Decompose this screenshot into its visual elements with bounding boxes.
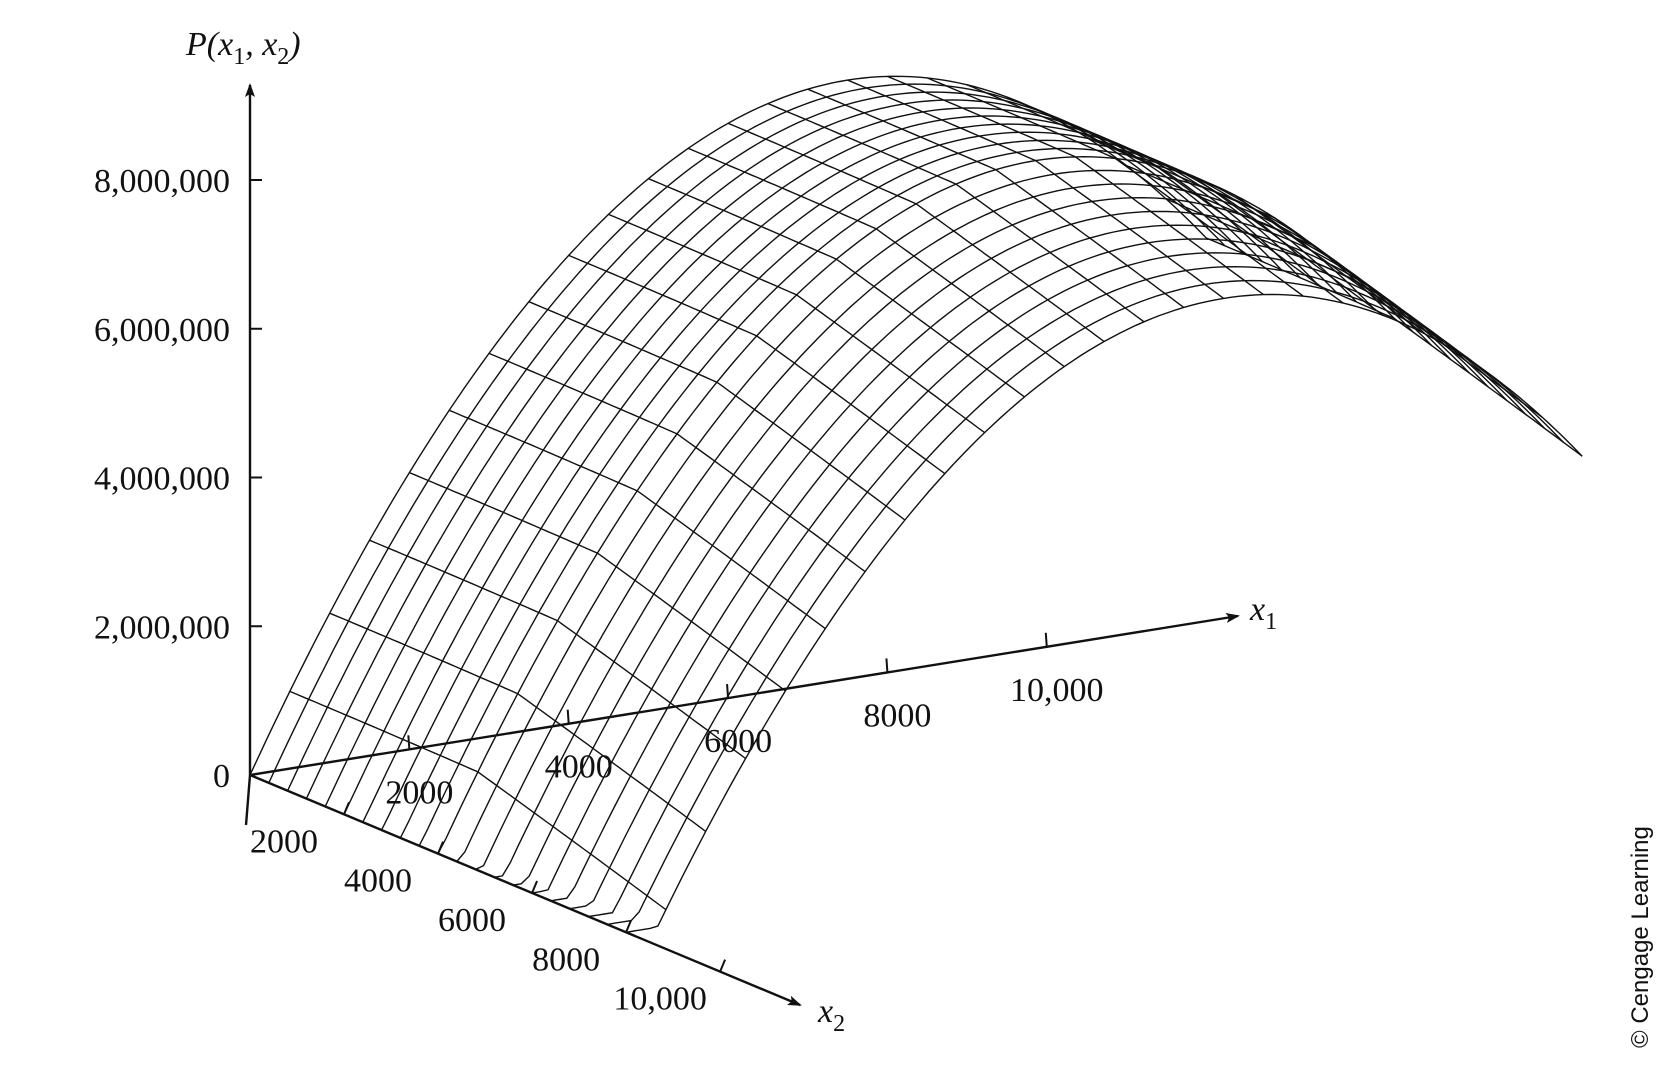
x2-tick-mark bbox=[531, 880, 538, 894]
surface-line-const-x2 bbox=[625, 293, 1583, 933]
x2-tick-label: 2000 bbox=[250, 823, 318, 860]
z-tick-label: 2,000,000 bbox=[94, 609, 230, 646]
x1-tick-label: 8000 bbox=[863, 697, 931, 734]
x2-axis-back bbox=[244, 774, 252, 826]
surface-mesh bbox=[249, 75, 1583, 933]
surface-line-const-x1 bbox=[1166, 198, 1543, 418]
x1-tick-mark bbox=[1044, 632, 1048, 647]
z-axis-ticks: 0 2,000,000 4,000,000 6,000,000 8,000,000 bbox=[94, 163, 262, 795]
surface-line-const-x2 bbox=[550, 238, 1508, 902]
surface-line-const-x1 bbox=[289, 690, 667, 911]
x2-tick-mark bbox=[437, 841, 444, 855]
x1-tick-label: 2000 bbox=[385, 774, 453, 811]
surface-line-const-x1 bbox=[687, 147, 1065, 368]
surface-line-const-x1 bbox=[1046, 113, 1424, 334]
surface-line-const-x1 bbox=[648, 178, 1025, 398]
x2-axis-ticks: 2000 4000 6000 8000 10,000 bbox=[250, 801, 727, 1018]
x2-tick-label: 10,000 bbox=[613, 981, 707, 1018]
x1-tick-label: 10,000 bbox=[1010, 672, 1104, 709]
surface-line-const-x2 bbox=[343, 115, 1301, 815]
z-axis-title: P(x1, x2) bbox=[185, 26, 301, 70]
axes bbox=[244, 83, 1240, 1007]
surface-line-const-x1 bbox=[528, 301, 906, 521]
surface-line-const-x1 bbox=[1126, 164, 1503, 385]
surface-line-const-x1 bbox=[767, 102, 1145, 323]
surface-line-const-x1 bbox=[807, 88, 1185, 308]
x2-tick-mark bbox=[625, 919, 632, 933]
surface-line-const-x1 bbox=[887, 75, 1264, 296]
surface-line-const-x1 bbox=[927, 77, 1304, 297]
surface-line-const-x1 bbox=[369, 539, 747, 760]
x2-tick-label: 6000 bbox=[438, 902, 506, 939]
z-tick-label: 4,000,000 bbox=[94, 461, 230, 498]
surface-line-const-x2 bbox=[249, 75, 1207, 776]
x2-tick-mark bbox=[343, 801, 350, 815]
x1-tick-mark bbox=[407, 735, 411, 750]
surface-line-const-x1 bbox=[727, 122, 1105, 343]
x2-axis-title: x2 bbox=[817, 993, 845, 1037]
surface-line-const-x1 bbox=[409, 471, 786, 692]
surface-line-const-x1 bbox=[329, 612, 707, 832]
x1-tick-mark bbox=[726, 683, 730, 699]
x1-axis-title: x1 bbox=[1249, 591, 1277, 635]
surface-line-const-x1 bbox=[1086, 136, 1464, 357]
surface-line-const-x1 bbox=[847, 79, 1225, 299]
x1-tick-mark bbox=[566, 709, 570, 724]
x1-axis-ticks: 2000 4000 6000 8000 10,000 bbox=[385, 632, 1104, 811]
z-tick-label: 0 bbox=[213, 758, 230, 795]
surface-line-const-x1 bbox=[966, 84, 1344, 304]
x2-tick-label: 8000 bbox=[532, 941, 600, 978]
x1-tick-mark bbox=[885, 658, 889, 673]
surface-line-const-x1 bbox=[608, 213, 986, 434]
surface-line-const-x1 bbox=[448, 409, 826, 630]
x1-tick-label: 4000 bbox=[545, 749, 613, 786]
surface-line-const-x1 bbox=[488, 352, 866, 573]
surface-line-const-x1 bbox=[568, 254, 946, 475]
x2-tick-mark bbox=[719, 959, 727, 972]
surface-line-const-x1 bbox=[1205, 237, 1583, 457]
z-tick-label: 8,000,000 bbox=[94, 163, 230, 200]
x1-tick-label: 6000 bbox=[704, 723, 772, 760]
x2-axis-line bbox=[249, 773, 802, 1007]
x1-axis-line bbox=[249, 612, 1240, 777]
copyright-credit: © Cengage Learning bbox=[1627, 826, 1654, 1048]
x2-tick-label: 4000 bbox=[344, 863, 412, 900]
surface-line-const-x2 bbox=[380, 131, 1339, 831]
z-tick-label: 6,000,000 bbox=[94, 312, 230, 349]
